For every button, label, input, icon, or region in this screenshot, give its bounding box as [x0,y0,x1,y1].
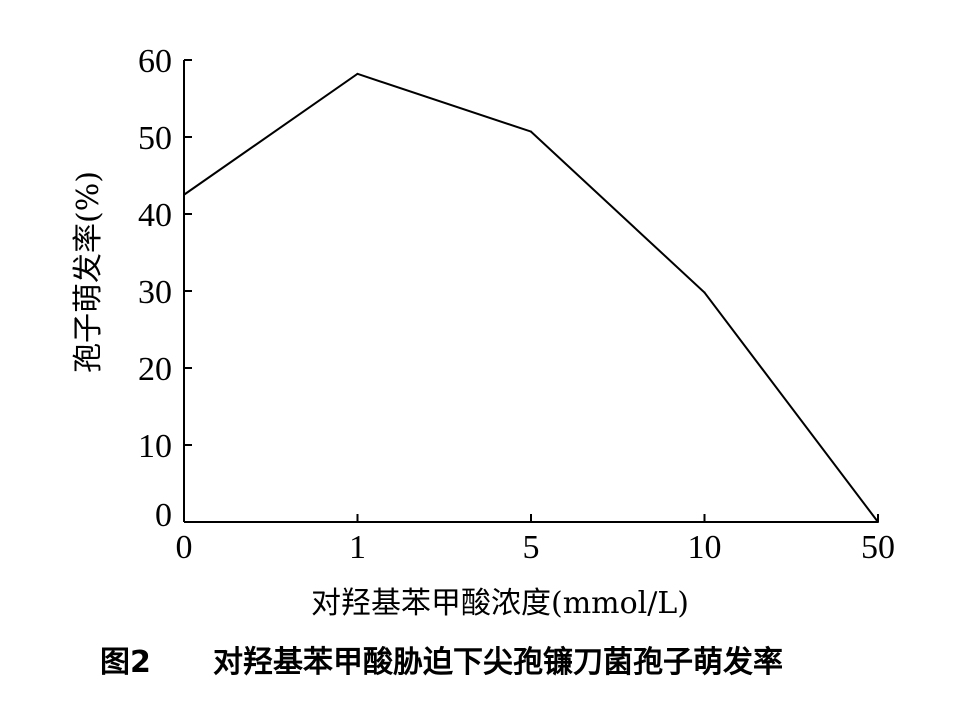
y-tick-label: 50 [138,120,172,157]
y-tick-label: 40 [138,197,172,234]
x-axis-title: 对羟基苯甲酸浓度(mmol/L) [311,586,689,621]
data-point [703,291,706,294]
data-point [877,521,879,523]
figure-number: 图2 [100,645,151,680]
y-axis: 0 10 20 30 40 50 60 [138,43,192,534]
x-tick-label: 50 [861,529,895,566]
x-tick-label: 5 [523,529,540,566]
y-tick-label: 30 [138,274,172,311]
data-point [356,72,359,75]
x-axis: 0 1 5 10 50 [176,514,895,566]
x-tick-label: 0 [176,529,193,566]
series-line [183,72,879,523]
plot-area [183,72,879,523]
figure-caption: 对羟基苯甲酸胁迫下尖孢镰刀菌孢子萌发率 [213,645,783,680]
data-point [183,193,185,196]
y-axis-title: 孢子萌发率(%) [71,171,106,373]
y-tick-label: 20 [138,351,172,388]
y-tick-label: 60 [138,43,172,80]
y-tick-label: 0 [155,497,172,534]
data-point [530,130,532,133]
x-tick-label: 10 [688,529,722,566]
x-tick-label: 1 [349,529,366,566]
y-tick-label: 10 [138,428,172,465]
